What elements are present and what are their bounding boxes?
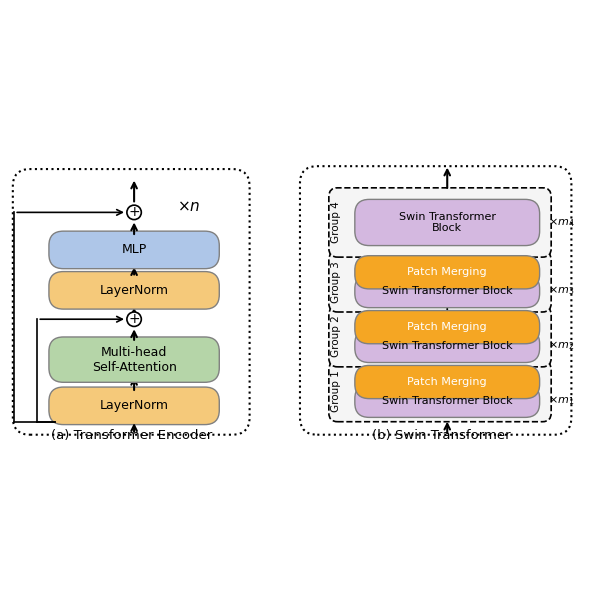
FancyBboxPatch shape: [355, 384, 540, 417]
FancyBboxPatch shape: [355, 310, 540, 344]
FancyBboxPatch shape: [355, 199, 540, 246]
Text: $\times m_1$: $\times m_1$: [548, 395, 575, 407]
FancyBboxPatch shape: [329, 361, 551, 422]
FancyBboxPatch shape: [49, 271, 219, 309]
Text: Group 2: Group 2: [331, 316, 341, 358]
Text: Swin Transformer
Block: Swin Transformer Block: [399, 212, 496, 233]
Text: LayerNorm: LayerNorm: [100, 284, 169, 297]
FancyBboxPatch shape: [49, 337, 219, 382]
Text: $\times m_2$: $\times m_2$: [548, 340, 575, 352]
Text: Patch Merging: Patch Merging: [408, 267, 487, 277]
FancyBboxPatch shape: [329, 188, 551, 257]
Text: Group 1: Group 1: [331, 371, 341, 412]
FancyBboxPatch shape: [329, 251, 551, 312]
FancyBboxPatch shape: [13, 169, 250, 435]
FancyBboxPatch shape: [355, 365, 540, 399]
Text: $\times m_4$: $\times m_4$: [548, 216, 575, 229]
Text: Patch Merging: Patch Merging: [408, 377, 487, 387]
FancyBboxPatch shape: [355, 274, 540, 307]
Text: Group 3: Group 3: [331, 261, 341, 303]
Text: Multi-head
Self-Attention: Multi-head Self-Attention: [91, 346, 176, 374]
Circle shape: [127, 312, 142, 327]
FancyBboxPatch shape: [355, 256, 540, 289]
Text: (b) Swin Transformer: (b) Swin Transformer: [372, 429, 511, 442]
FancyBboxPatch shape: [300, 166, 571, 435]
Text: Patch Merging: Patch Merging: [408, 322, 487, 332]
Text: (a) Transformer Encoder: (a) Transformer Encoder: [51, 429, 212, 442]
Text: MLP: MLP: [122, 243, 147, 257]
Text: Group 4: Group 4: [331, 202, 341, 243]
Text: Swin Transformer Block: Swin Transformer Block: [382, 341, 513, 351]
FancyBboxPatch shape: [355, 329, 540, 362]
Text: Swin Transformer Block: Swin Transformer Block: [382, 286, 513, 296]
FancyBboxPatch shape: [329, 306, 551, 367]
Text: $\times m_3$: $\times m_3$: [548, 285, 575, 297]
Text: +: +: [128, 312, 140, 327]
Text: LayerNorm: LayerNorm: [100, 399, 169, 413]
Text: $\times n$: $\times n$: [178, 199, 201, 214]
Text: Swin Transformer Block: Swin Transformer Block: [382, 396, 513, 406]
Circle shape: [127, 205, 142, 219]
FancyBboxPatch shape: [49, 387, 219, 425]
FancyBboxPatch shape: [49, 231, 219, 269]
Text: +: +: [128, 205, 140, 219]
